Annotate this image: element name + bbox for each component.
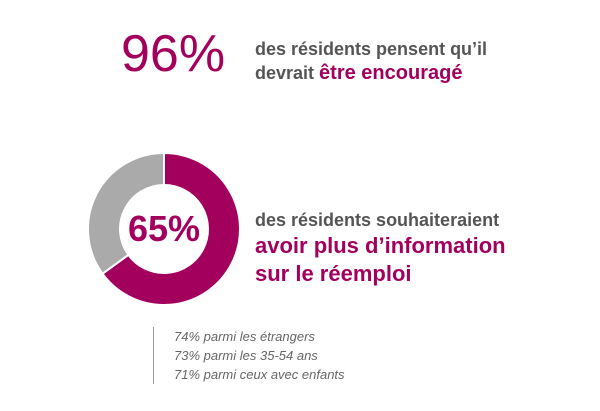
donut-svg xyxy=(87,152,241,306)
stat1-value: 96% xyxy=(121,25,226,83)
stat1-line2-plain: devrait xyxy=(255,63,315,83)
stat1-line1: des résidents pensent qu’il xyxy=(255,39,488,59)
stat1-line2: devrait être encouragé xyxy=(255,61,487,85)
stat1-description: des résidents pensent qu’il devrait être… xyxy=(255,37,487,85)
stat2-line1: des résidents souhaiteraient xyxy=(255,210,500,230)
stat2-description: des résidents souhaiteraient avoir plus … xyxy=(255,208,506,288)
notes-list: 74% parmi les étrangers 73% parmi les 35… xyxy=(153,327,345,384)
donut-chart: 65% xyxy=(87,152,241,306)
note-item: 74% parmi les étrangers xyxy=(174,329,315,344)
note-item: 73% parmi les 35-54 ans xyxy=(174,348,318,363)
donut-slice-remainder xyxy=(87,152,165,276)
stat2-line2: avoir plus d’information xyxy=(255,233,506,258)
donut-slice-main xyxy=(101,152,241,306)
donut-center-value: 65% xyxy=(127,208,201,249)
note-item: 71% parmi ceux avec enfants xyxy=(174,367,345,382)
stat2-line3: sur le réemploi xyxy=(255,261,412,286)
stat1-line2-highlight: être encouragé xyxy=(319,62,463,84)
